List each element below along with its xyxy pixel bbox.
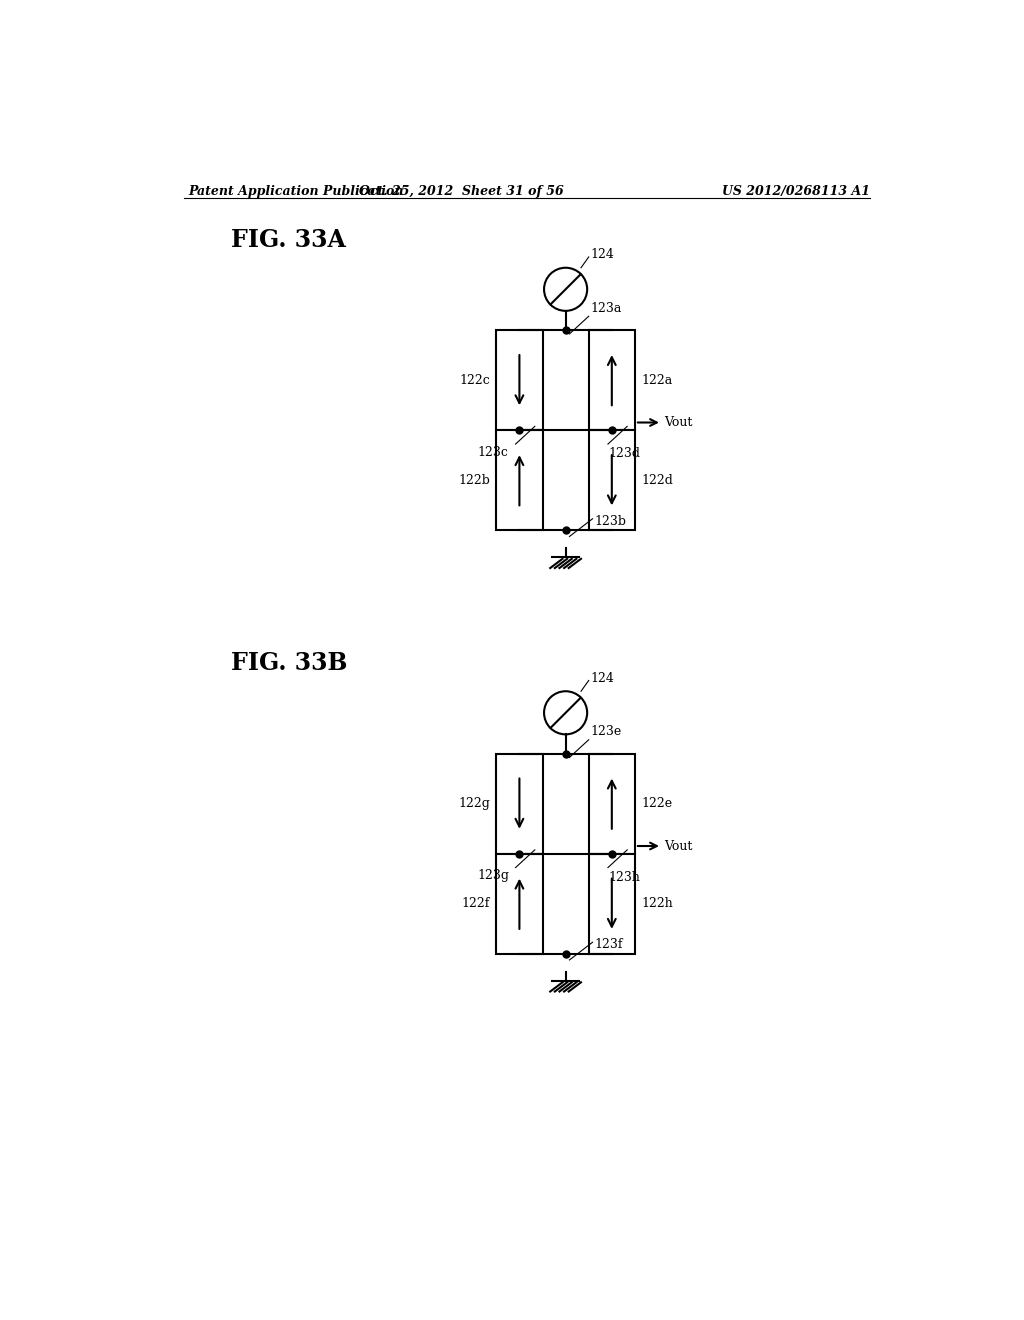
Text: 122d: 122d: [641, 474, 673, 487]
Text: 124: 124: [590, 672, 614, 685]
Text: FIG. 33B: FIG. 33B: [230, 651, 347, 676]
Text: 122h: 122h: [641, 898, 673, 911]
Text: 123g: 123g: [477, 869, 509, 882]
Text: 123d: 123d: [608, 447, 640, 461]
Text: 123a: 123a: [590, 302, 622, 314]
Bar: [589, 754, 635, 854]
Text: 122b: 122b: [459, 474, 490, 487]
Text: Vout: Vout: [665, 840, 692, 853]
Text: 122g: 122g: [459, 797, 490, 810]
Text: Vout: Vout: [665, 416, 692, 429]
Bar: [589, 330, 635, 430]
Text: US 2012/0268113 A1: US 2012/0268113 A1: [722, 185, 869, 198]
Text: 123e: 123e: [590, 725, 622, 738]
Text: 123f: 123f: [595, 939, 624, 952]
Text: Oct. 25, 2012  Sheet 31 of 56: Oct. 25, 2012 Sheet 31 of 56: [359, 185, 564, 198]
Text: 123h: 123h: [608, 871, 640, 883]
Bar: [497, 854, 543, 954]
Text: FIG. 33A: FIG. 33A: [230, 227, 345, 252]
Text: 122a: 122a: [641, 374, 673, 387]
Text: 124: 124: [590, 248, 614, 261]
Text: 122c: 122c: [460, 374, 490, 387]
Text: 123c: 123c: [477, 446, 508, 458]
Text: 123b: 123b: [595, 515, 627, 528]
Bar: [497, 430, 543, 531]
Text: 122e: 122e: [641, 797, 672, 810]
Text: 122f: 122f: [462, 898, 490, 911]
Bar: [589, 854, 635, 954]
Bar: [589, 430, 635, 531]
Bar: [497, 330, 543, 430]
Text: Patent Application Publication: Patent Application Publication: [188, 185, 403, 198]
Bar: [497, 754, 543, 854]
